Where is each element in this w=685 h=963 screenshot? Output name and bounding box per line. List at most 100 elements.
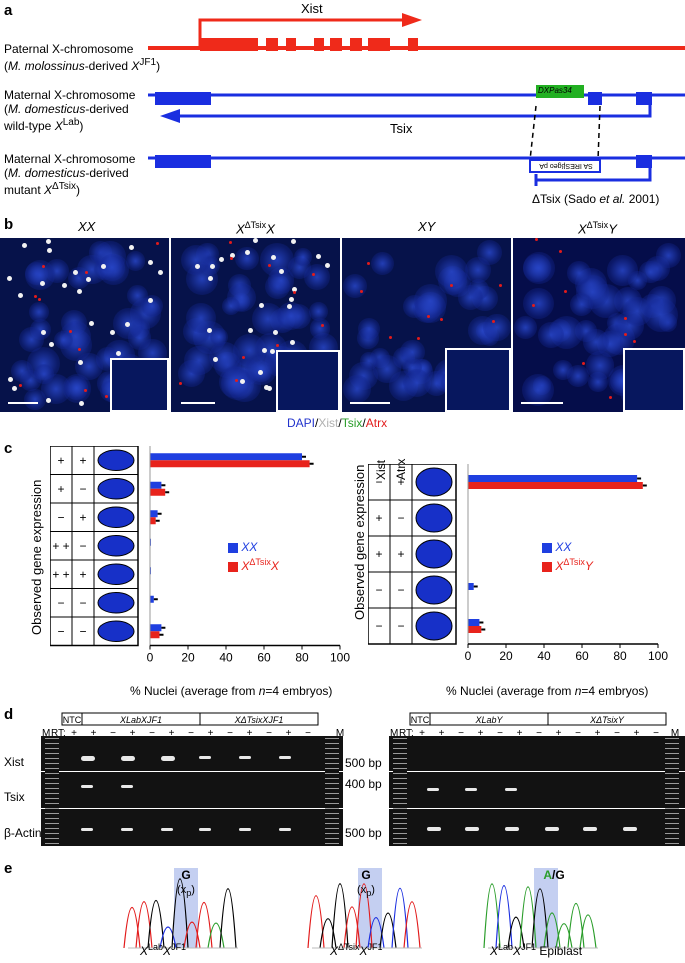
nucleus [373, 355, 402, 383]
actin-band [623, 827, 637, 831]
panel-c-label: c [4, 440, 13, 457]
nucleus [141, 294, 164, 317]
atrx-signal [563, 290, 567, 294]
nucleus-schematic [97, 449, 135, 471]
nucleus [523, 287, 555, 319]
micrograph-title-xy: XY [418, 219, 436, 234]
scale-bar [350, 402, 390, 404]
rt-sign: − [305, 728, 311, 738]
xist-state: + [375, 511, 382, 525]
xist-signal [89, 320, 95, 326]
trace3-base: A/G [543, 868, 565, 882]
atrx-signal [531, 303, 535, 307]
actin-band [465, 827, 479, 831]
atrx-state: − [79, 596, 86, 610]
atrx-signal [426, 315, 430, 319]
xist-state: + + [52, 539, 69, 553]
rt-sign: − [497, 728, 503, 738]
nucleus [570, 293, 594, 317]
xist-arrow-head [402, 13, 422, 27]
nucleus [360, 352, 379, 370]
atrx-signal [33, 295, 37, 299]
tsix-arrow-head [160, 109, 180, 123]
actin-band [121, 828, 133, 831]
row-label-actin: β-Actin [4, 826, 42, 840]
group1-label: XLabY [474, 715, 503, 725]
marker-lane-label: M [42, 728, 50, 738]
group2-box [199, 712, 319, 726]
tsix-band [505, 788, 517, 791]
x-tick-label: 100 [330, 651, 350, 663]
atrx-signal [388, 335, 392, 339]
nucleus [54, 330, 73, 350]
xist-signal [22, 243, 28, 249]
xist-exon [286, 38, 296, 51]
xist-exon [350, 38, 362, 51]
xist-band-weak [199, 756, 211, 759]
row-label-tsix: Tsix [4, 790, 25, 804]
atrx-signal [581, 361, 585, 365]
deleted-tsix-line [536, 158, 652, 182]
size-marker-tsix: 400 bp [345, 777, 382, 791]
nucleus [23, 388, 46, 411]
xist-signal [110, 329, 116, 335]
xist-signal [45, 398, 51, 404]
rt-sign: − [149, 728, 155, 738]
xist-signal [287, 304, 293, 310]
xist-signal [61, 282, 67, 288]
atrx-signal [178, 382, 182, 386]
xist-signal [78, 401, 84, 407]
atrx-signal [359, 290, 363, 294]
xist-band [121, 756, 135, 761]
atrx-state: − [79, 624, 86, 638]
bar-mutant [150, 631, 160, 639]
legend-swatch-xx [228, 542, 238, 553]
rt-label: RT: [51, 728, 66, 738]
micrograph-inset [276, 350, 340, 412]
atrx-state: + [397, 475, 404, 489]
gel-divider [41, 808, 343, 809]
nucleus [309, 318, 331, 339]
panel-d-label: d [4, 706, 14, 723]
maternal-wt-label: Maternal X-chromosome (M. domesticus-der… [4, 88, 136, 133]
atrx-signal [292, 290, 296, 294]
nucleus [209, 341, 240, 373]
nucleus [567, 261, 592, 286]
atrx-signal [229, 241, 233, 245]
xist-state: + [375, 547, 382, 561]
xist-signal [267, 386, 273, 392]
nucleus [24, 259, 55, 290]
rt-sign: + [169, 728, 175, 738]
bar-mutant [150, 517, 156, 525]
xist-signal [207, 276, 213, 282]
nucleus [221, 296, 240, 315]
xist-signal [245, 250, 251, 256]
nucleus [435, 255, 469, 289]
xist-signal [40, 329, 46, 335]
atrx-state: − [397, 511, 404, 525]
atrx-signal [417, 337, 421, 341]
scale-bar [181, 402, 215, 404]
tsix-band [465, 788, 477, 791]
nucleus-schematic [97, 478, 135, 500]
size-marker-xist: 500 bp [345, 756, 382, 770]
panel-a-diagram [148, 13, 685, 186]
nucleus [294, 247, 313, 266]
bar-xx [150, 595, 154, 603]
chromatogram-peak [147, 899, 165, 949]
xist-signal [6, 275, 12, 281]
xist-signal [290, 238, 296, 244]
xist-signal [207, 327, 213, 333]
maternal-mut-exon [636, 155, 652, 168]
deletion-reference: ΔTsix (Sado et al. 2001) [532, 192, 660, 206]
rt-sign: + [130, 728, 136, 738]
chromatogram-peak [531, 888, 549, 949]
atrx-signal [609, 396, 613, 399]
nucleus-schematic [415, 539, 453, 569]
nucleus [65, 376, 89, 400]
rt-sign: + [556, 728, 562, 738]
left-xlabel: % Nuclei (average from n=4 embryos) [130, 684, 333, 698]
nucleus [639, 260, 662, 284]
maternal-mut-exon [155, 155, 211, 168]
